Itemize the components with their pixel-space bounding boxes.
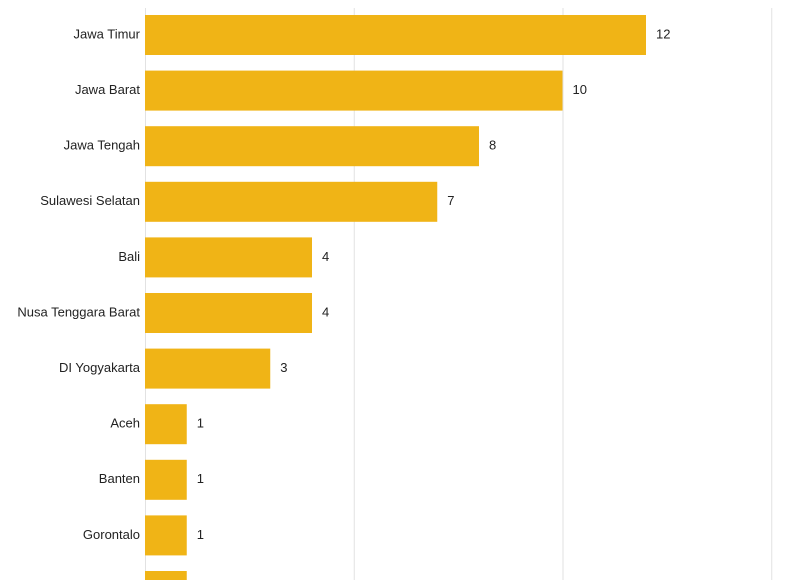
value-label-2: 8	[489, 138, 496, 153]
bar-5	[145, 293, 312, 333]
value-label-9: 1	[197, 527, 204, 542]
value-label-1: 10	[573, 82, 587, 97]
value-label-4: 4	[322, 249, 329, 264]
value-label-0: 12	[656, 26, 670, 41]
category-label-9: Gorontalo	[83, 527, 140, 542]
category-label-0: Jawa Timur	[74, 26, 141, 41]
bar-0	[145, 15, 646, 55]
bar-6	[145, 348, 271, 389]
bars	[145, 15, 646, 585]
bar-8	[145, 459, 187, 500]
category-label-2: Jawa Tengah	[64, 138, 140, 153]
bar-2	[145, 126, 479, 167]
bar-9	[145, 515, 187, 556]
category-label-8: Banten	[99, 471, 140, 486]
category-labels: Jawa Timur Jawa Barat Jawa Tengah Sulawesi …	[17, 26, 140, 541]
category-label-5: Nusa Tenggara Barat	[17, 304, 140, 319]
value-label-8: 1	[197, 471, 204, 486]
category-label-1: Jawa Barat	[75, 82, 140, 97]
bar-7	[145, 404, 187, 445]
category-label-7: Aceh	[110, 416, 140, 431]
bar-partial	[145, 571, 187, 585]
bar-3	[145, 181, 438, 222]
category-label-4: Bali	[118, 249, 140, 264]
value-label-7: 1	[197, 416, 204, 431]
bar-1	[145, 70, 563, 111]
value-label-5: 4	[322, 304, 329, 319]
value-label-3: 7	[447, 193, 454, 208]
value-label-6: 3	[280, 360, 287, 375]
category-label-6: DI Yogyakarta	[59, 360, 141, 375]
category-label-3: Sulawesi Selatan	[40, 193, 140, 208]
bar-4	[145, 237, 312, 278]
value-labels: 12 10 8 7 4 4 3 1 1 1	[197, 26, 671, 541]
